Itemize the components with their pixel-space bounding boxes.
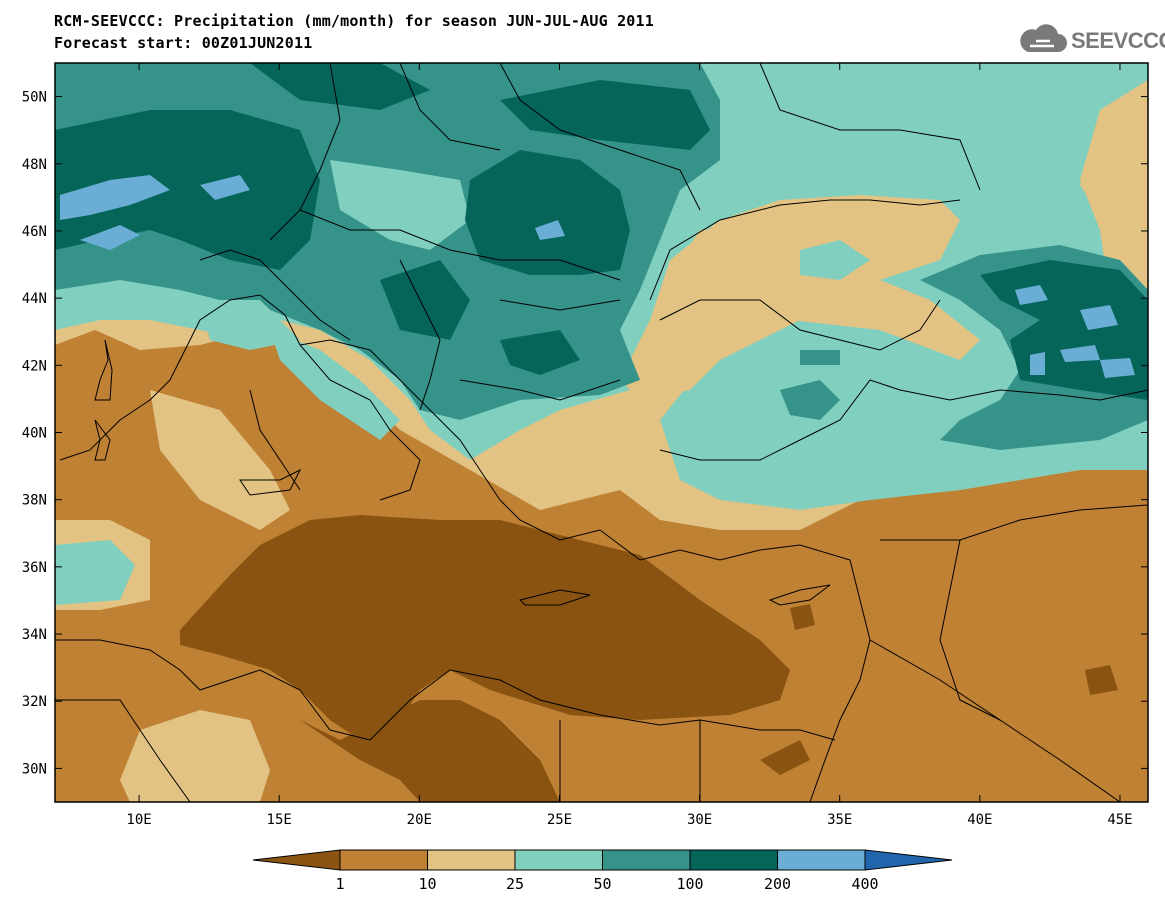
colorbar: 1 10 25 50 100 200 400: [252, 849, 953, 893]
colorbar-box: [339, 849, 428, 871]
colorbar-box: [777, 849, 866, 871]
lat-tick-label: 36N: [22, 560, 47, 576]
lat-tick-label: 42N: [22, 358, 47, 374]
cloud-icon: [1020, 24, 1067, 52]
lon-tick-label: 30E: [687, 812, 712, 828]
coastlines: [55, 63, 1148, 802]
lat-tick-label: 48N: [22, 157, 47, 173]
colorbar-level-label: 1: [335, 875, 344, 893]
lat-tick-label: 30N: [22, 761, 47, 777]
lon-tick-label: 45E: [1107, 812, 1132, 828]
lon-tick-label: 40E: [967, 812, 992, 828]
colorbar-level-label: 25: [506, 875, 524, 893]
colorbar-level-label: 10: [418, 875, 436, 893]
colorbar-box: [689, 849, 778, 871]
lat-tick-label: 32N: [22, 694, 47, 710]
lon-tick-label: 15E: [267, 812, 292, 828]
lon-tick-label: 10E: [126, 812, 151, 828]
lon-tick-label: 35E: [827, 812, 852, 828]
forecast-start-label: Forecast start: 00Z01JUN2011: [54, 34, 313, 52]
logo-text: SEEVCCC: [1071, 28, 1165, 53]
map-title: RCM-SEEVCCC: Precipitation (mm/month) fo…: [54, 12, 654, 30]
lon-tick-label: 20E: [407, 812, 432, 828]
colorbar-box: [514, 849, 603, 871]
colorbar-over-triangle: [864, 849, 953, 871]
colorbar-level-label: 100: [676, 875, 703, 893]
precipitation-field: [55, 63, 1148, 802]
lat-tick-label: 44N: [22, 291, 47, 307]
colorbar-under-triangle: [252, 849, 341, 871]
colorbar-level-label: 200: [764, 875, 791, 893]
colorbar-level-label: 50: [593, 875, 611, 893]
colorbar-level-label: 400: [851, 875, 878, 893]
seevccc-logo: SEEVCCC: [1016, 20, 1165, 60]
lat-tick-label: 38N: [22, 493, 47, 509]
lat-tick-label: 46N: [22, 224, 47, 240]
longitude-axis: 10E 15E 20E 25E 30E 35E 40E 45E: [126, 63, 1133, 828]
colorbar-box: [602, 849, 691, 871]
lon-tick-label: 25E: [547, 812, 572, 828]
lat-tick-label: 34N: [22, 627, 47, 643]
colorbar-box: [427, 849, 516, 871]
lat-tick-label: 50N: [22, 90, 47, 106]
latitude-axis: 30N 32N 34N 36N 38N 40N 42N 44N 46N 48N 50N: [22, 90, 1148, 777]
lat-tick-label: 40N: [22, 426, 47, 442]
